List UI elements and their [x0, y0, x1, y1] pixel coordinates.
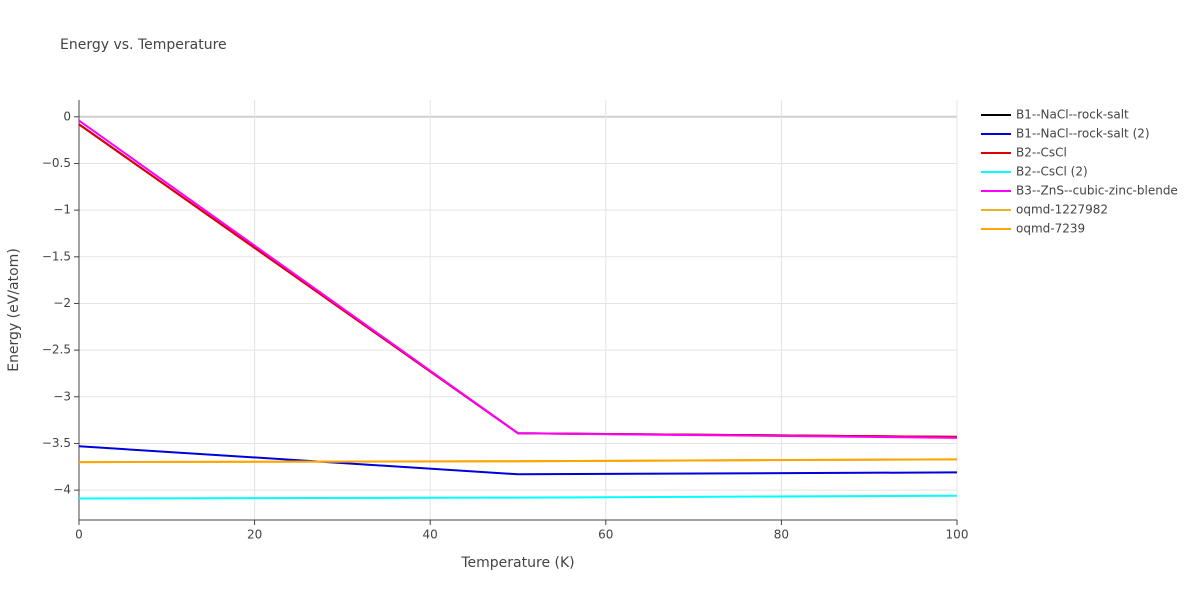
series-line [78, 123, 958, 438]
legend-label: B2--CsCl [1016, 146, 1067, 160]
x-tick-label: 40 [423, 528, 438, 542]
legend-label: B2--CsCl (2) [1016, 165, 1088, 179]
series-line [78, 458, 958, 464]
y-axis-label: Energy (eV/atom) [6, 248, 22, 372]
legend-label: B1--NaCl--rock-salt [1016, 108, 1129, 122]
chart-title: Energy vs. Temperature [60, 37, 227, 53]
series-line [78, 123, 958, 438]
legend-label: oqmd-1227982 [1016, 203, 1108, 217]
y-tick-label: −1 [53, 203, 71, 217]
y-tick-label: −1.5 [42, 249, 71, 263]
x-tick-label: 0 [75, 528, 83, 542]
y-tick-label: −3 [53, 389, 71, 403]
series-line [78, 119, 958, 439]
y-tick-label: −2.5 [42, 343, 71, 357]
legend-label: B1--NaCl--rock-salt (2) [1016, 127, 1150, 141]
legend-label: B3--ZnS--cubic-zinc-blende [1016, 184, 1178, 198]
series-line [78, 494, 958, 500]
x-tick-label: 80 [774, 528, 789, 542]
legend-label: oqmd-7239 [1016, 222, 1085, 236]
x-tick-label: 20 [247, 528, 262, 542]
y-tick-label: 0 [63, 109, 71, 123]
series-line [78, 445, 958, 476]
y-tick-label: −2 [53, 296, 71, 310]
y-tick-label: −0.5 [42, 156, 71, 170]
y-tick-label: −4 [53, 483, 71, 497]
x-axis-label: Temperature (K) [460, 555, 574, 571]
x-tick-label: 100 [946, 528, 969, 542]
x-tick-label: 60 [598, 528, 613, 542]
y-tick-label: −3.5 [42, 436, 71, 450]
